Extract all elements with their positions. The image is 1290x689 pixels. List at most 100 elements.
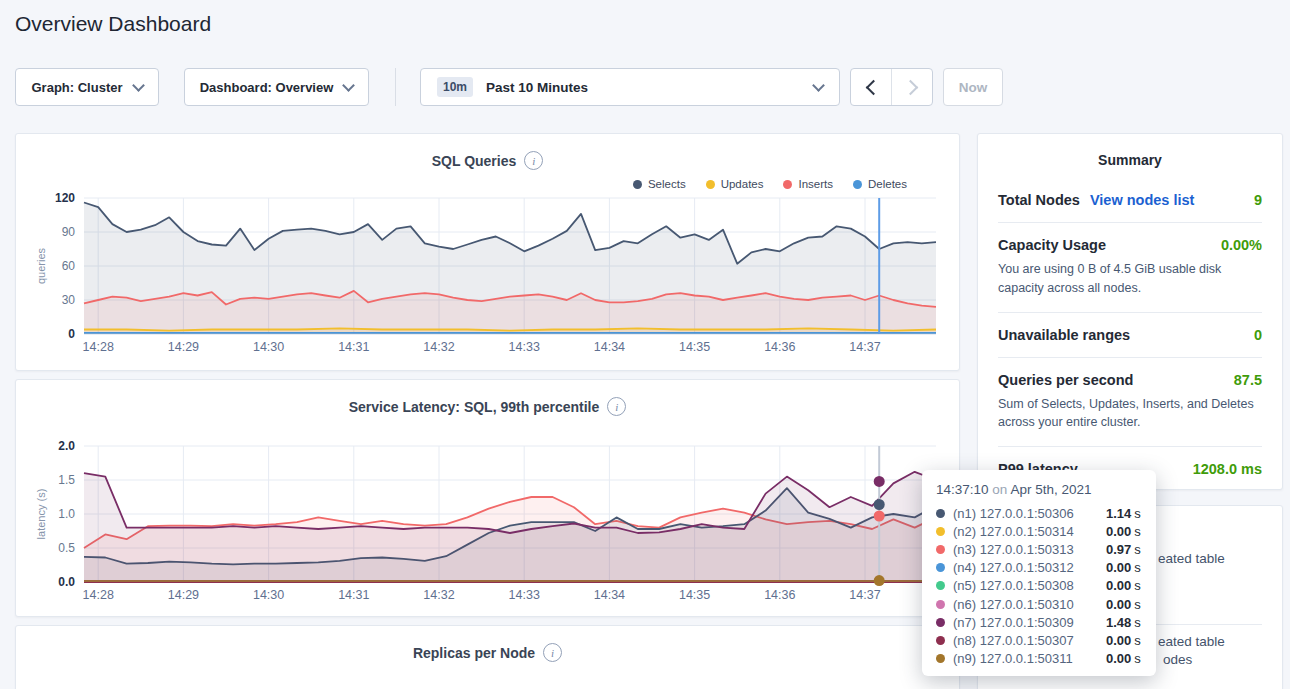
replicas-per-node-panel: Replicas per Node i — [15, 625, 960, 689]
svg-text:14:36: 14:36 — [764, 340, 795, 354]
summary-row-qps: Queries per second 87.5 — [998, 372, 1262, 388]
svg-text:14:30: 14:30 — [253, 340, 284, 354]
svg-text:14:34: 14:34 — [594, 340, 625, 354]
time-nav-group — [850, 68, 933, 106]
svg-text:60: 60 — [62, 259, 76, 273]
svg-text:14:30: 14:30 — [253, 588, 284, 602]
event-text-fragment: eated table — [1158, 551, 1225, 566]
service-latency-header: Service Latency: SQL, 99th percentile i — [16, 380, 959, 416]
svg-text:14:35: 14:35 — [679, 340, 710, 354]
svg-text:14:37: 14:37 — [849, 340, 880, 354]
capacity-usage-value: 0.00% — [1221, 237, 1262, 253]
tooltip-row-n6: (n6) 127.0.0.1:503100.00s — [936, 595, 1142, 613]
chevron-down-icon — [132, 79, 145, 92]
now-button[interactable]: Now — [943, 68, 1003, 106]
tooltip-row-n2: (n2) 127.0.0.1:503140.00s — [936, 522, 1142, 540]
chevron-left-icon — [865, 79, 881, 95]
node-color-dot — [936, 600, 945, 609]
svg-text:0: 0 — [68, 327, 75, 341]
service-latency-chart[interactable]: 0.0 0.5 1.0 1.5 2.0 14:28 14:29 14:30 14:31 14:32… — [31, 436, 946, 614]
event-text-fragment: odes — [1163, 652, 1192, 667]
node-color-dot — [936, 527, 945, 536]
svg-text:14:28: 14:28 — [83, 340, 114, 354]
svg-text:1.0: 1.0 — [58, 507, 75, 521]
svg-text:14:35: 14:35 — [679, 588, 710, 602]
svg-text:14:31: 14:31 — [338, 340, 369, 354]
svg-text:14:37: 14:37 — [849, 588, 880, 602]
chevron-right-icon — [902, 79, 918, 95]
chart-hover-tooltip: 14:37:10 on Apr 5th, 2021 (n1) 127.0.0.1… — [922, 470, 1156, 676]
svg-text:90: 90 — [62, 225, 76, 239]
divider — [998, 222, 1262, 223]
svg-text:14:29: 14:29 — [168, 588, 199, 602]
node-color-dot — [936, 509, 945, 518]
tooltip-row-n9: (n9) 127.0.0.1:503110.00s — [936, 650, 1142, 668]
time-range-badge: 10m — [437, 77, 473, 97]
svg-text:30: 30 — [62, 293, 76, 307]
divider — [998, 357, 1262, 358]
chevron-down-icon — [342, 79, 355, 92]
controls-bar: Graph: Cluster Dashboard: Overview 10m P… — [15, 67, 1003, 107]
p99-latency-value: 1208.0 ms — [1193, 461, 1262, 477]
divider — [998, 446, 1262, 447]
svg-text:14:28: 14:28 — [83, 588, 114, 602]
svg-text:14:29: 14:29 — [168, 340, 199, 354]
dashboard-selector-label: Dashboard: Overview — [200, 80, 334, 95]
svg-text:1.5: 1.5 — [58, 473, 75, 487]
graph-selector-dropdown[interactable]: Graph: Cluster — [15, 68, 159, 106]
svg-text:queries: queries — [35, 247, 47, 284]
dashboard-selector-dropdown[interactable]: Dashboard: Overview — [184, 68, 369, 106]
svg-text:14:32: 14:32 — [423, 340, 454, 354]
tooltip-row-n4: (n4) 127.0.0.1:503120.00s — [936, 559, 1142, 577]
summary-title: Summary — [998, 152, 1262, 168]
view-nodes-list-link[interactable]: View nodes list — [1090, 192, 1195, 208]
node-color-dot — [936, 563, 945, 572]
node-color-dot — [936, 636, 945, 645]
sql-queries-chart[interactable]: 030609012014:2814:2914:3014:3114:3214:33… — [31, 188, 946, 366]
svg-text:14:36: 14:36 — [764, 588, 795, 602]
controls-divider — [395, 68, 396, 106]
time-prev-button[interactable] — [851, 69, 891, 105]
tooltip-timestamp: 14:37:10 on Apr 5th, 2021 — [936, 482, 1142, 497]
replicas-header: Replicas per Node i — [16, 626, 959, 662]
svg-text:14:32: 14:32 — [423, 588, 454, 602]
time-range-label: Past 10 Minutes — [486, 80, 588, 95]
time-next-button[interactable] — [891, 69, 932, 105]
total-nodes-value: 9 — [1254, 192, 1262, 208]
info-icon[interactable]: i — [524, 151, 543, 170]
svg-text:0.5: 0.5 — [58, 541, 75, 555]
svg-text:2.0: 2.0 — [58, 439, 75, 453]
svg-text:14:34: 14:34 — [594, 588, 625, 602]
chart-title: Service Latency: SQL, 99th percentile — [349, 399, 600, 415]
service-latency-panel: Service Latency: SQL, 99th percentile i … — [15, 379, 960, 617]
info-icon[interactable]: i — [607, 397, 626, 416]
svg-text:14:33: 14:33 — [509, 588, 540, 602]
tooltip-row-n7: (n7) 127.0.0.1:503091.48s — [936, 613, 1142, 631]
graph-selector-label: Graph: Cluster — [31, 80, 122, 95]
chart-title: Replicas per Node — [413, 645, 535, 661]
svg-text:120: 120 — [55, 191, 75, 205]
sql-queries-panel: SQL Queries i Selects Updates Inserts De… — [15, 133, 960, 371]
node-color-dot — [936, 581, 945, 590]
unavailable-ranges-value: 0 — [1254, 327, 1262, 343]
event-text-fragment: eated table — [1158, 634, 1225, 649]
svg-text:latency (s): latency (s) — [35, 489, 47, 540]
svg-text:14:31: 14:31 — [338, 588, 369, 602]
summary-row-capacity: Capacity Usage 0.00% — [998, 237, 1262, 253]
tooltip-row-n1: (n1) 127.0.0.1:503061.14s — [936, 504, 1142, 522]
svg-text:0.0: 0.0 — [58, 575, 75, 589]
sql-queries-header: SQL Queries i — [16, 134, 959, 170]
node-color-dot — [936, 618, 945, 627]
chevron-down-icon — [812, 79, 825, 92]
info-icon[interactable]: i — [543, 643, 562, 662]
summary-row-unavailable: Unavailable ranges 0 — [998, 327, 1262, 343]
node-color-dot — [936, 545, 945, 554]
chart-title: SQL Queries — [432, 153, 517, 169]
page-title: Overview Dashboard — [15, 12, 211, 36]
time-range-selector[interactable]: 10m Past 10 Minutes — [420, 68, 840, 106]
qps-value: 87.5 — [1234, 372, 1262, 388]
tooltip-row-n3: (n3) 127.0.0.1:503130.97s — [936, 540, 1142, 558]
qps-desc: Sum of Selects, Updates, Inserts, and De… — [998, 395, 1262, 433]
divider — [998, 312, 1262, 313]
node-color-dot — [936, 654, 945, 663]
